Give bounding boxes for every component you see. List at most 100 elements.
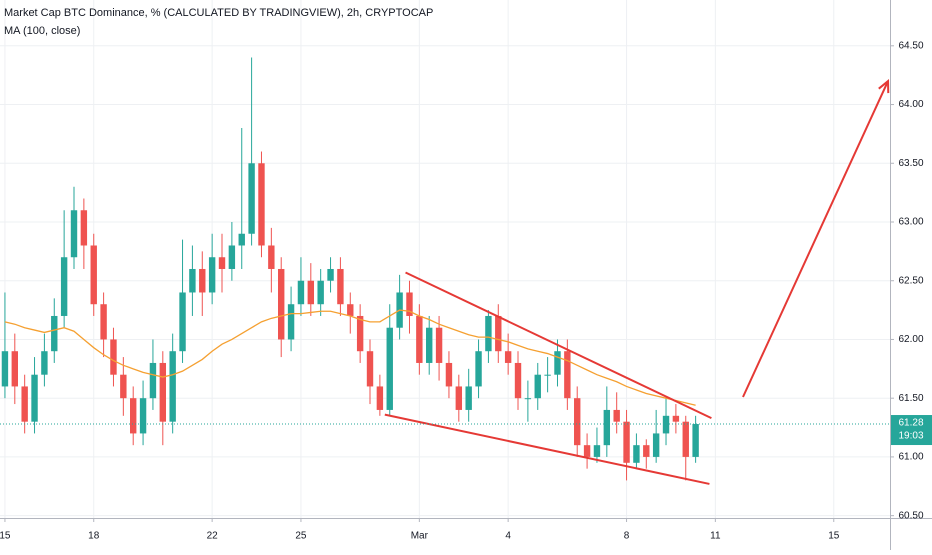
candle-body (21, 386, 28, 422)
candle-body (31, 374, 38, 422)
candle-body (139, 398, 147, 434)
candle-body (90, 245, 97, 305)
candle-body (248, 163, 255, 234)
x-tick-label: 18 (88, 531, 100, 542)
candle-body (130, 398, 137, 434)
candle-body (583, 445, 591, 457)
y-tick-label: 62.00 (898, 334, 923, 345)
candle-body (317, 280, 324, 305)
candle-body (643, 445, 650, 457)
y-tick-label: 63.00 (898, 217, 923, 228)
candle-body (652, 433, 660, 457)
candle-body (465, 386, 472, 410)
plot (0, 57, 890, 485)
candle-body (672, 415, 680, 422)
candle-body (238, 233, 245, 246)
candle-body (307, 280, 315, 305)
candle-body (70, 210, 78, 258)
candle-body (337, 268, 344, 305)
trend-line (405, 271, 712, 420)
candle-body (356, 315, 364, 352)
candle-body (199, 268, 206, 293)
arrow-head (878, 78, 890, 94)
candle-body (228, 245, 236, 269)
candle-body (416, 315, 423, 363)
candle-body (524, 398, 532, 400)
candle-body (475, 351, 482, 387)
x-tick-label: 15 (0, 531, 11, 542)
candle-body (51, 315, 58, 352)
y-tick-label: 61.50 (898, 393, 923, 404)
candle-body (11, 351, 19, 387)
candle-body (544, 374, 551, 376)
candle-body (534, 374, 541, 399)
x-tick-label: Mar (411, 531, 429, 542)
candle-body (366, 351, 374, 387)
candle-body (327, 268, 334, 281)
candle-body (574, 398, 581, 446)
moving-average (4, 309, 696, 406)
candle-body (633, 445, 640, 463)
candle-body (347, 304, 354, 316)
x-tick-label: 22 (207, 531, 219, 542)
candle-body (376, 386, 384, 410)
chart-title: Market Cap BTC Dominance, % (CALCULATED … (4, 7, 433, 19)
candle-body (110, 339, 117, 375)
candle-body (80, 210, 88, 246)
candle-body (208, 257, 216, 293)
candle-body (435, 327, 443, 363)
x-tick-label: 25 (295, 531, 307, 542)
candle-body (623, 421, 630, 463)
candle-body (297, 280, 305, 305)
x-tick-label: 11 (710, 531, 721, 542)
candle-body (149, 362, 157, 399)
candle-body (504, 351, 512, 363)
y-tick-label: 63.50 (898, 158, 923, 169)
x-tick-label: 4 (505, 531, 511, 542)
candle-body (682, 421, 689, 457)
candle-body (455, 386, 463, 410)
x-tick-label: 15 (828, 531, 840, 542)
candle-body (426, 327, 433, 363)
candle-body (189, 268, 196, 293)
trend-line (384, 413, 710, 485)
candle-body (554, 351, 561, 375)
countdown-label: 19:03 (898, 431, 923, 442)
candle-body (278, 268, 285, 340)
candle-body (386, 327, 393, 410)
candle-body (287, 304, 295, 340)
candle-body (603, 409, 611, 446)
last-price-tag (891, 415, 932, 446)
candle-body (1, 351, 9, 387)
candle-body (120, 374, 127, 399)
x-tick-label: 8 (624, 531, 630, 542)
axes: 60.50 61.00 61.50 62.00 62.50 63.00 63.50 64.00… (0, 40, 932, 542)
candle-body (169, 351, 176, 422)
last-price-label: 61.28 (898, 418, 923, 429)
candle-body (514, 362, 522, 399)
candle-body (613, 409, 620, 422)
candle-body (60, 257, 68, 316)
candle-body (564, 351, 571, 399)
arrow-line (742, 80, 889, 398)
candle-body (258, 163, 265, 246)
candle-body (593, 445, 601, 457)
y-tick-label: 64.00 (898, 99, 923, 110)
indicator-label: MA (100, close) (4, 25, 80, 37)
candle-body (100, 304, 107, 340)
y-tick-label: 60.50 (898, 510, 923, 521)
y-tick-label: 62.50 (898, 275, 923, 286)
candle-body (218, 257, 226, 269)
candle-body (445, 362, 453, 387)
candle-body (485, 315, 492, 352)
y-tick-label: 61.00 (898, 452, 923, 463)
candle-body (662, 415, 670, 434)
candle-body (495, 315, 502, 352)
candle-body (268, 245, 275, 269)
candle-body (41, 351, 48, 375)
candle-body (406, 292, 413, 316)
candle-body (159, 362, 167, 422)
candle-body (179, 292, 186, 352)
y-tick-label: 64.50 (898, 40, 923, 51)
